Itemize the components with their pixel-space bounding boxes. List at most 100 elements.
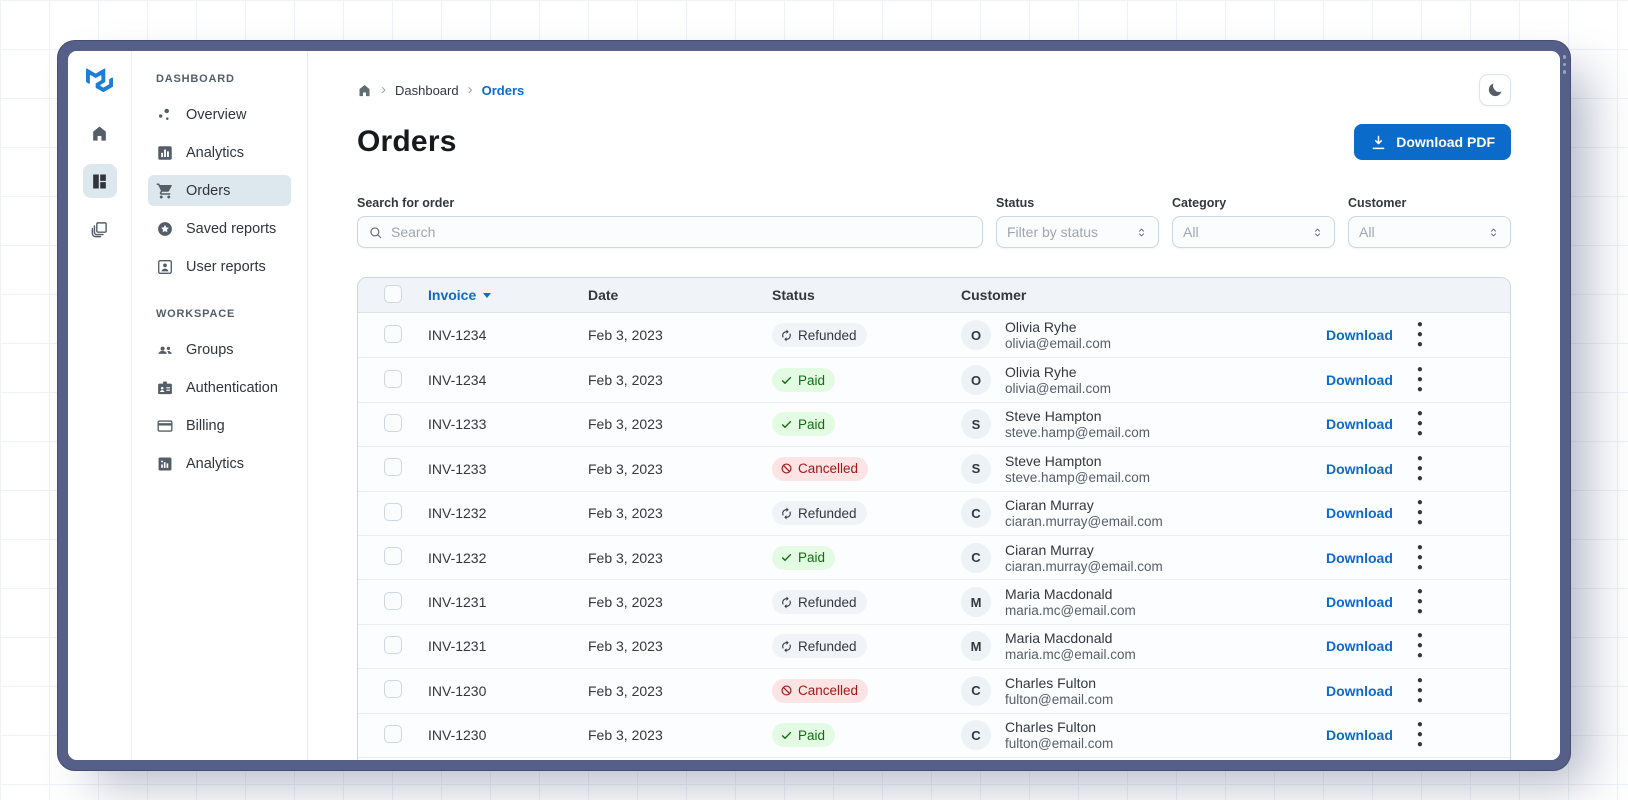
row-checkbox[interactable] xyxy=(384,458,402,477)
customer-email: steve.hamp@email.com xyxy=(1005,469,1151,485)
more-options-button[interactable]: ● ● ● xyxy=(1416,586,1428,618)
invoice-cell: INV-1233 xyxy=(428,460,487,477)
sidebar-item-user-reports[interactable]: User reports xyxy=(148,251,291,282)
customer-email: fulton@email.com xyxy=(1005,736,1114,752)
more-options-button[interactable]: ● ● ● xyxy=(1416,674,1428,706)
download-link[interactable]: Download xyxy=(1326,460,1393,477)
row-checkbox[interactable] xyxy=(384,547,402,566)
home-icon[interactable] xyxy=(83,116,117,150)
status-chip-cancelled: Cancelled xyxy=(772,456,869,481)
layers-icon[interactable] xyxy=(83,212,117,246)
status-chip-paid: Paid xyxy=(772,723,836,748)
invoice-cell: INV-1234 xyxy=(428,372,487,389)
download-link[interactable]: Download xyxy=(1326,372,1393,389)
status-chip-cancelled: Cancelled xyxy=(772,678,869,703)
breadcrumb-item-dashboard[interactable]: Dashboard xyxy=(395,82,459,98)
download-link[interactable]: Download xyxy=(1326,682,1393,699)
download-link[interactable]: Download xyxy=(1326,416,1393,433)
sidebar-item-authentication[interactable]: Authentication xyxy=(148,372,291,403)
table-row: INV-1232 Feb 3, 2023 Paid C Ciaran Murra… xyxy=(358,534,1510,580)
sidebar-item-groups[interactable]: Groups xyxy=(148,334,291,365)
avatar: S xyxy=(961,409,991,440)
invoice-cell: INV-1230 xyxy=(428,682,487,699)
table-row: INV-1231 Feb 3, 2023 Refunded M Maria Ma… xyxy=(358,623,1510,669)
more-options-button[interactable]: ● ● ● xyxy=(1416,364,1428,396)
download-icon xyxy=(1370,134,1387,151)
status-chip-refunded: Refunded xyxy=(772,634,867,659)
sidebar-item-saved-reports[interactable]: Saved reports xyxy=(148,213,291,244)
download-link[interactable]: Download xyxy=(1326,327,1393,344)
table-header: Invoice Date Status Customer xyxy=(358,278,1510,313)
sidebar-item-orders[interactable]: Orders xyxy=(148,175,291,206)
download-link[interactable]: Download xyxy=(1326,505,1393,522)
more-options-button[interactable]: ● ● ● xyxy=(1416,497,1428,529)
row-checkbox[interactable] xyxy=(384,591,402,610)
status-icon xyxy=(780,374,793,387)
download-link[interactable]: Download xyxy=(1326,638,1393,655)
customer-name: Charles Fulton xyxy=(1005,719,1097,736)
status-icon xyxy=(780,462,793,475)
sidebar-item-overview[interactable]: Overview xyxy=(148,99,291,130)
sidebar-item-billing[interactable]: Billing xyxy=(148,410,291,441)
date-cell: Feb 3, 2023 xyxy=(588,594,663,611)
breadcrumb-item-orders[interactable]: Orders xyxy=(481,82,525,98)
row-checkbox[interactable] xyxy=(384,680,402,699)
shopping-cart-icon xyxy=(156,182,174,200)
more-options-button[interactable]: ● ● ● xyxy=(1416,719,1428,751)
row-checkbox[interactable] xyxy=(384,502,402,521)
sidebar-item-label: Billing xyxy=(186,417,225,434)
table-row: INV-1231 Feb 3, 2023 Refunded M Maria Ma… xyxy=(358,579,1510,624)
breadcrumb-home-icon[interactable] xyxy=(357,83,372,98)
more-options-button[interactable]: ● ● ● xyxy=(1416,408,1428,440)
search-input[interactable]: Search xyxy=(357,216,983,248)
select-all-checkbox[interactable] xyxy=(384,284,402,303)
nav-section-title: WORKSPACE xyxy=(156,308,236,320)
theme-toggle-button[interactable] xyxy=(1479,74,1511,106)
date-cell: Feb 3, 2023 xyxy=(588,460,663,477)
mui-logo-icon xyxy=(86,68,113,93)
download-link[interactable]: Download xyxy=(1326,727,1393,744)
row-checkbox[interactable] xyxy=(384,724,402,743)
row-checkbox[interactable] xyxy=(384,369,402,388)
sidebar-item-analytics[interactable]: Analytics xyxy=(148,137,291,168)
invoice-cell: INV-1230 xyxy=(428,727,487,744)
status-chip-refunded: Refunded xyxy=(772,323,867,348)
avatar: C xyxy=(961,498,991,529)
search-label: Search for order xyxy=(357,196,455,210)
date-cell: Feb 3, 2023 xyxy=(588,549,663,566)
invoice-cell: INV-1231 xyxy=(428,638,487,655)
sidebar-item-analytics[interactable]: Analytics xyxy=(148,448,291,479)
more-options-button[interactable]: ● ● ● xyxy=(1416,452,1428,484)
column-header-status: Status xyxy=(772,287,815,303)
row-checkbox[interactable] xyxy=(384,635,402,654)
avatar: C xyxy=(961,542,991,573)
status-icon xyxy=(780,507,793,520)
status-icon xyxy=(780,640,793,653)
customer-email: fulton@email.com xyxy=(1005,691,1114,707)
status-filter-select[interactable]: Filter by status xyxy=(996,216,1159,248)
dashboard-icon[interactable] xyxy=(82,164,117,198)
more-options-button[interactable]: ● ● ● xyxy=(1416,630,1428,662)
download-link[interactable]: Download xyxy=(1326,594,1393,611)
customer-name: Ciaran Murray xyxy=(1005,497,1094,514)
more-options-button[interactable]: ● ● ● xyxy=(1416,319,1428,351)
row-checkbox[interactable] xyxy=(384,413,402,432)
chart-icon xyxy=(156,455,174,473)
download-link[interactable]: Download xyxy=(1326,549,1393,566)
avatar: M xyxy=(961,631,991,662)
avatar: O xyxy=(961,365,991,396)
row-checkbox[interactable] xyxy=(384,324,402,343)
download-pdf-button[interactable]: Download PDF xyxy=(1354,124,1511,160)
customer-email: maria.mc@email.com xyxy=(1005,603,1136,619)
sidebar-item-label: Saved reports xyxy=(186,220,277,237)
customer-filter-select[interactable]: All xyxy=(1348,216,1511,248)
column-header-customer: Customer xyxy=(961,287,1027,303)
date-cell: Feb 3, 2023 xyxy=(588,638,663,655)
more-options-button[interactable]: ● ● ● xyxy=(1416,541,1428,573)
category-filter-select[interactable]: All xyxy=(1172,216,1335,248)
window-scrollbar[interactable] xyxy=(1562,55,1567,74)
date-cell: Feb 3, 2023 xyxy=(588,327,663,344)
column-header-invoice[interactable]: Invoice xyxy=(428,287,588,303)
category-filter-label: Category xyxy=(1172,196,1227,210)
status-icon xyxy=(780,596,793,609)
